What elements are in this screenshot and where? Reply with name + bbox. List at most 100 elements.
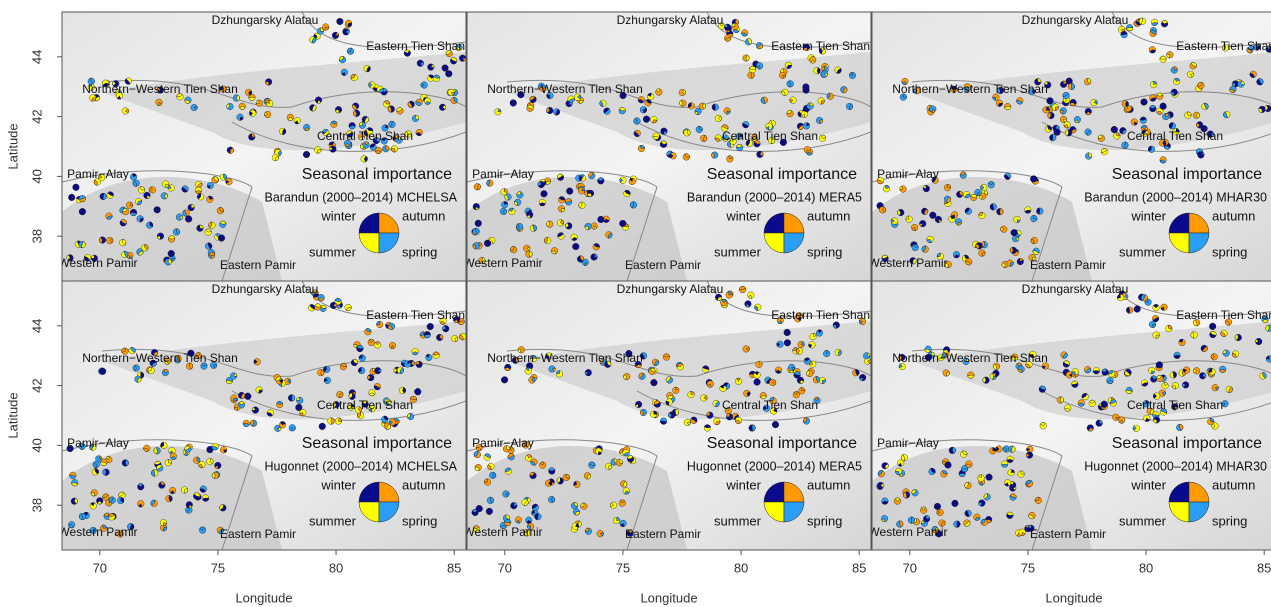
region-label: Central Tien Shan — [317, 398, 413, 412]
y-axis-label: Latitude — [5, 392, 20, 438]
x-axis-label: Longitude — [640, 590, 697, 605]
legend-label: winter — [320, 208, 356, 223]
glacier-pie-slice — [957, 521, 960, 528]
region-label: Western Pamir — [868, 256, 947, 270]
legend-label: winter — [1130, 477, 1166, 492]
glacier-pie-slice — [202, 498, 208, 501]
y-tick-label: 40 — [29, 169, 44, 183]
region-label: Eastern Tien Shan — [771, 39, 870, 53]
region-label: Pamir−Alay — [67, 436, 129, 450]
glacier-pie-slice — [712, 104, 715, 110]
glacier-pie-slice — [1000, 208, 1003, 215]
region-label: Pamir−Alay — [67, 167, 129, 181]
x-tick-label: 75 — [616, 560, 630, 575]
region-label: Dzhungarsky Alatau — [617, 282, 724, 296]
legend-label: summer — [1119, 244, 1167, 259]
panel-subtitle: Barandun (2000–2014) MERA5 — [687, 190, 862, 204]
legend-label: summer — [714, 513, 762, 528]
region-label: Dzhungarsky Alatau — [1022, 13, 1129, 27]
panel-title: Seasonal importance — [302, 166, 452, 183]
glacier-pie-slice — [1121, 31, 1127, 34]
glacier-pie-slice — [1160, 56, 1167, 59]
y-tick-label: 44 — [29, 319, 44, 333]
region-label: Eastern Tien Shan — [1176, 308, 1271, 322]
panel-subtitle: Hugonnet (2000–2014) MHAR30 — [1084, 459, 1267, 473]
region-label: Northern−Western Tien Shan — [487, 82, 643, 96]
legend-label: autumn — [1212, 477, 1255, 492]
region-label: Pamir−Alay — [877, 436, 939, 450]
x-tick-label: 85 — [447, 560, 461, 575]
legend-label: summer — [309, 513, 357, 528]
glacier-pie-slice — [151, 470, 154, 477]
region-label: Eastern Tien Shan — [1176, 39, 1271, 53]
legend-label: spring — [402, 244, 437, 259]
figure: Dzhungarsky Alatau Eastern Tien Shan North… — [0, 0, 1271, 607]
x-tick-label: 70 — [903, 560, 917, 575]
x-tick-label: 85 — [1257, 560, 1271, 575]
glacier-pie-slice — [154, 448, 157, 455]
region-label: Central Tien Shan — [722, 398, 818, 412]
region-label: Pamir−Alay — [472, 167, 534, 181]
panel-subtitle: Barandun (2000–2014) MHAR30 — [1084, 190, 1267, 204]
glacier-pie-slice — [750, 66, 756, 69]
region-label: Central Tien Shan — [317, 129, 413, 143]
region-label: Western Pamir — [463, 525, 542, 539]
legend-label: autumn — [402, 477, 445, 492]
region-label: Dzhungarsky Alatau — [1022, 282, 1129, 296]
x-tick-label: 80 — [329, 560, 343, 575]
x-tick-label: 70 — [498, 560, 512, 575]
legend-label: winter — [725, 477, 761, 492]
legend-label: summer — [714, 244, 762, 259]
glacier-pie-slice — [1093, 371, 1100, 374]
glacier-pie-slice — [1065, 130, 1068, 136]
glacier-pie-slice — [103, 193, 106, 199]
region-label: Eastern Tien Shan — [366, 308, 465, 322]
y-tick-label: 38 — [29, 229, 44, 243]
glacier-pie-slice — [968, 375, 975, 378]
region-label: Central Tien Shan — [1127, 129, 1223, 143]
glacier-pie-slice — [1266, 325, 1269, 331]
map-panel: Dzhungarsky AlatauEastern Tien ShanNorth… — [463, 281, 871, 550]
glacier-pie-slice — [959, 473, 966, 476]
legend-label: winter — [1130, 208, 1166, 223]
y-tick-label: 42 — [29, 378, 44, 392]
panel-subtitle: Hugonnet (2000–2014) MERA5 — [687, 459, 862, 473]
y-tick-label: 42 — [29, 109, 44, 123]
x-tick-label: 75 — [1021, 560, 1035, 575]
region-label: Eastern Pamir — [1030, 527, 1106, 541]
region-label: Dzhungarsky Alatau — [212, 282, 319, 296]
glacier-pie-slice — [1126, 307, 1129, 313]
glacier-pie-slice — [103, 469, 106, 475]
panel-title: Seasonal importance — [1112, 435, 1262, 452]
y-tick-label: 44 — [29, 50, 44, 64]
region-label: Central Tien Shan — [1127, 398, 1223, 412]
region-label: Northern−Western Tien Shan — [892, 82, 1048, 96]
region-label: Northern−Western Tien Shan — [892, 351, 1048, 365]
region-label: Eastern Pamir — [220, 527, 296, 541]
panel-subtitle: Barandun (2000–2014) MCHELSA — [265, 190, 458, 204]
legend-label: spring — [402, 513, 437, 528]
region-label: Pamir−Alay — [472, 436, 534, 450]
panel-title: Seasonal importance — [707, 166, 857, 183]
glacier-pie-slice — [911, 517, 914, 524]
region-label: Eastern Pamir — [625, 258, 701, 272]
region-label: Eastern Pamir — [625, 527, 701, 541]
glacier-pie-slice — [292, 395, 295, 401]
legend-label: spring — [807, 513, 842, 528]
legend-label: summer — [309, 244, 357, 259]
region-label: Northern−Western Tien Shan — [82, 351, 238, 365]
region-label: Eastern Tien Shan — [771, 308, 870, 322]
region-label: Dzhungarsky Alatau — [212, 13, 319, 27]
map-panel: Dzhungarsky Alatau Eastern Tien Shan North… — [58, 281, 466, 550]
panel-title: Seasonal importance — [1112, 166, 1262, 183]
map-panel: Dzhungarsky AlatauEastern Tien ShanNorth… — [58, 12, 466, 281]
region-label: Pamir−Alay — [877, 167, 939, 181]
glacier-pie-slice — [1001, 464, 1007, 467]
x-tick-label: 75 — [211, 560, 225, 575]
region-label: Western Pamir — [868, 525, 947, 539]
legend-label: autumn — [807, 208, 850, 223]
glacier-pie-slice — [660, 421, 666, 424]
x-tick-label: 85 — [852, 560, 866, 575]
glacier-pie-slice — [1050, 134, 1053, 141]
glacier-pie-slice — [168, 236, 174, 239]
